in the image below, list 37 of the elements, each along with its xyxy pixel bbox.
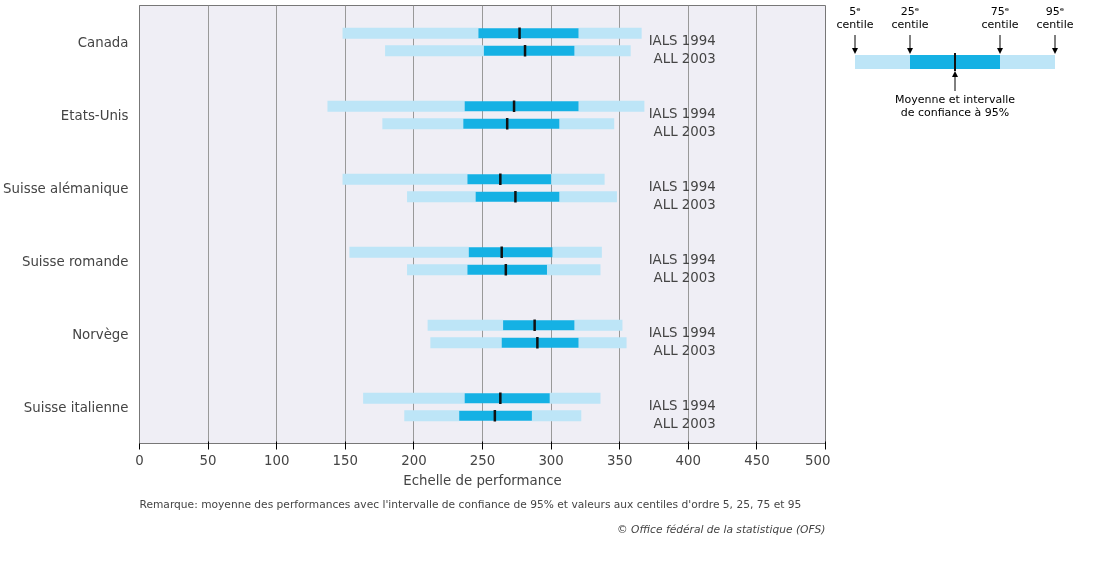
text: 5ᵉ centile [835,5,875,31]
text: © Office fédéral de la statistique (OFS) [617,522,826,536]
x-tick-label: 400 [675,452,702,468]
text: Remarque: moyenne des performances avec l'intervalle de confiance de 95% et valeurs aux centiles d'ordre 5, 25, 75 et 95 [139,497,802,511]
y-tick-label: Suisse romande [21,253,129,269]
x-axis-title: Echelle de performance [403,472,562,488]
text: 75ᵉ centile [980,5,1020,31]
x-tick-label: 200 [401,452,427,468]
y-tick-label: Etats-Unis [60,107,129,123]
x-tick-label: 150 [332,452,359,468]
y-tick-label: Suisse italienne [23,399,129,415]
text: IALS 1994 [648,252,716,268]
x-tick-label: 300 [538,452,564,468]
text: IALS 1994 [648,398,716,414]
text: IALS 1994 [648,106,716,122]
text: Moyenne et intervalle de confiance à 95% [893,93,1016,119]
y-tick-label: Canada [77,34,129,50]
text: ALL 2003 [653,196,716,212]
x-tick-label: 0 [135,452,144,468]
text: 95ᵉ centile [1035,5,1075,31]
x-tick-label: 50 [199,452,217,468]
x-tick-label: 350 [606,452,633,468]
y-tick-label: Norvège [72,326,129,342]
x-tick-label: 450 [744,452,770,468]
text: ALL 2003 [653,50,716,66]
x-tick-label: 100 [263,452,290,468]
text: 25ᵉ centile [890,5,930,31]
text: IALS 1994 [648,325,716,341]
text: IALS 1994 [648,179,716,195]
y-tick-label: Suisse alémanique [3,180,129,196]
text: ALL 2003 [653,342,716,358]
x-tick-label: 500 [805,452,831,468]
text: ALL 2003 [653,123,716,139]
x-tick-label: 250 [469,452,496,468]
text: ALL 2003 [653,415,716,431]
text: ALL 2003 [653,269,716,285]
text: IALS 1994 [648,33,716,49]
